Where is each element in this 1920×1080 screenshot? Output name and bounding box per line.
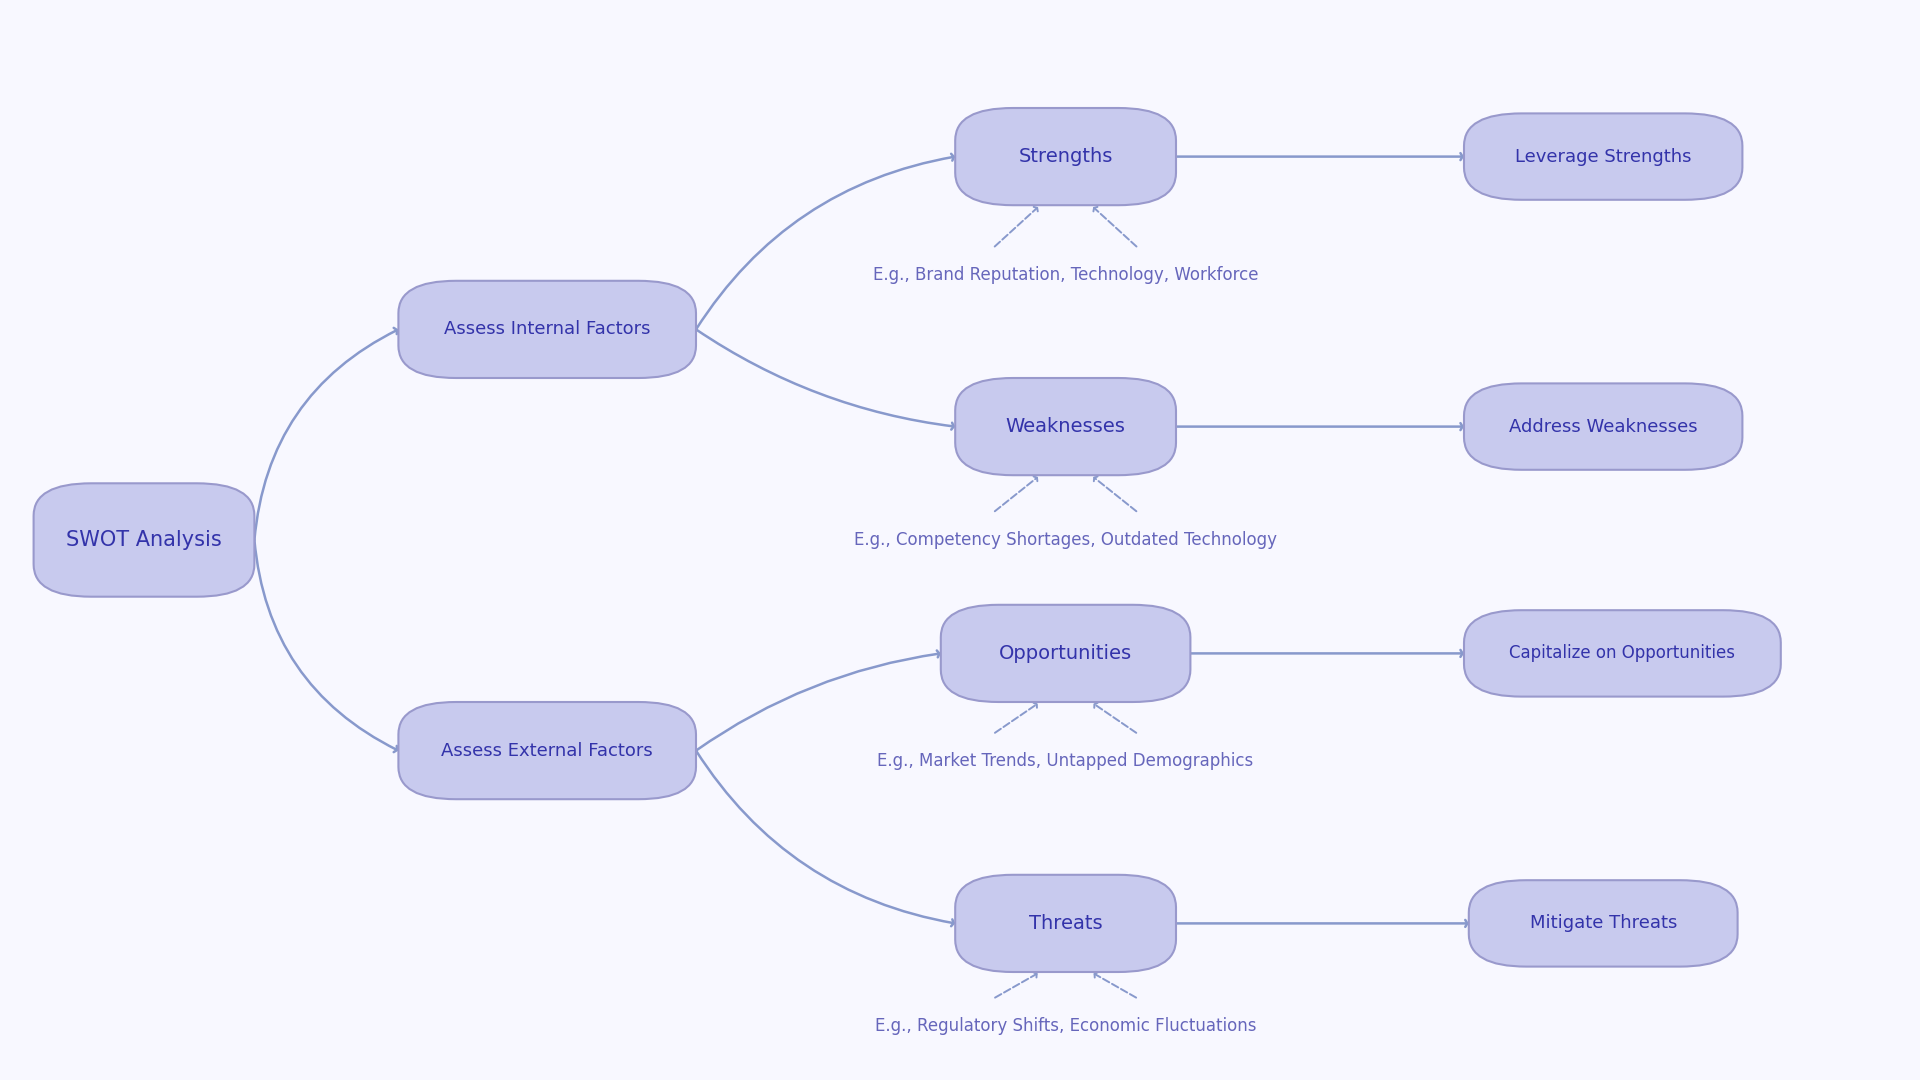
Text: SWOT Analysis: SWOT Analysis [65, 530, 223, 550]
Text: Strengths: Strengths [1018, 147, 1114, 166]
Text: Assess External Factors: Assess External Factors [442, 742, 653, 759]
FancyBboxPatch shape [956, 108, 1175, 205]
FancyBboxPatch shape [33, 483, 253, 596]
Text: Capitalize on Opportunities: Capitalize on Opportunities [1509, 645, 1736, 662]
Text: Opportunities: Opportunities [998, 644, 1133, 663]
FancyBboxPatch shape [1463, 383, 1741, 470]
Text: E.g., Regulatory Shifts, Economic Fluctuations: E.g., Regulatory Shifts, Economic Fluctu… [876, 1017, 1256, 1035]
Text: Threats: Threats [1029, 914, 1102, 933]
Text: Weaknesses: Weaknesses [1006, 417, 1125, 436]
FancyBboxPatch shape [397, 281, 695, 378]
FancyBboxPatch shape [1469, 880, 1738, 967]
FancyBboxPatch shape [956, 378, 1175, 475]
FancyBboxPatch shape [1463, 610, 1782, 697]
Text: Mitigate Threats: Mitigate Threats [1530, 915, 1676, 932]
Text: Address Weaknesses: Address Weaknesses [1509, 418, 1697, 435]
FancyBboxPatch shape [397, 702, 695, 799]
Text: Assess Internal Factors: Assess Internal Factors [444, 321, 651, 338]
FancyBboxPatch shape [956, 875, 1175, 972]
Text: E.g., Competency Shortages, Outdated Technology: E.g., Competency Shortages, Outdated Tec… [854, 531, 1277, 549]
FancyBboxPatch shape [1463, 113, 1741, 200]
Text: E.g., Market Trends, Untapped Demographics: E.g., Market Trends, Untapped Demographi… [877, 753, 1254, 770]
Text: Leverage Strengths: Leverage Strengths [1515, 148, 1692, 165]
Text: E.g., Brand Reputation, Technology, Workforce: E.g., Brand Reputation, Technology, Work… [874, 267, 1258, 284]
FancyBboxPatch shape [941, 605, 1190, 702]
